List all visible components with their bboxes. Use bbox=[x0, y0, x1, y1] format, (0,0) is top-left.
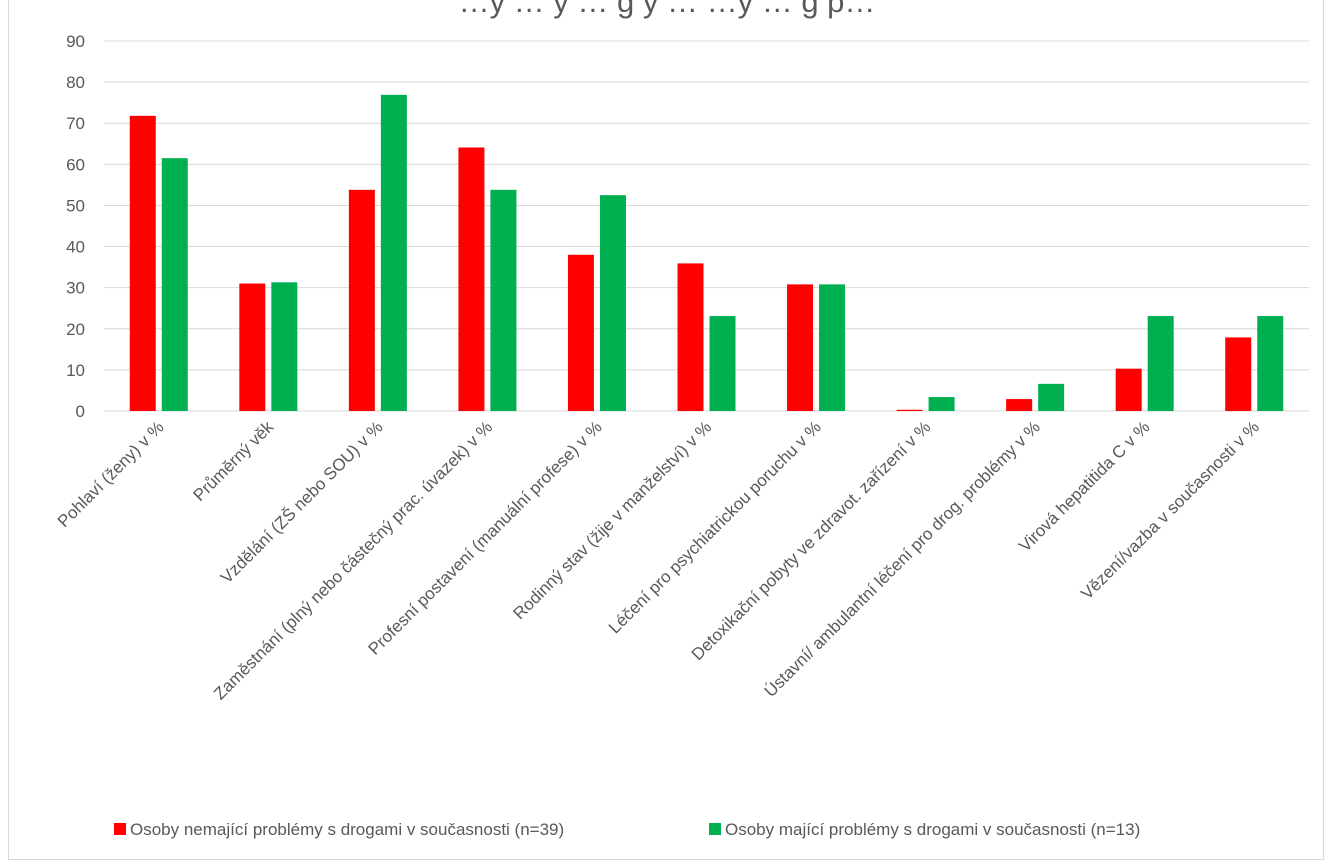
bar bbox=[161, 158, 188, 411]
bar-chart: …y … y … g y … …y … g p… 0 10 20 30 40 50 60 70… bbox=[54, 0, 1309, 839]
y-tick-label: 90 bbox=[66, 32, 85, 51]
x-tick-label: Průměrný věk bbox=[190, 417, 278, 505]
y-tick-label: 30 bbox=[66, 279, 85, 298]
bar bbox=[709, 316, 736, 411]
bar bbox=[239, 283, 266, 411]
x-tick-label: Léčení pro psychiatrickou poruchu v % bbox=[605, 417, 825, 637]
bar bbox=[1257, 316, 1284, 411]
y-tick-label: 10 bbox=[66, 361, 85, 380]
bar bbox=[1147, 316, 1174, 411]
bar bbox=[129, 115, 156, 412]
bar bbox=[677, 263, 704, 411]
y-tick-label: 0 bbox=[76, 402, 85, 421]
legend-swatch bbox=[114, 823, 126, 835]
bar bbox=[1115, 368, 1142, 411]
bar bbox=[896, 409, 923, 411]
y-tick-label: 50 bbox=[66, 196, 85, 215]
chart-frame: …y … y … g y … …y … g p… 0 10 20 30 40 50 60 70… bbox=[8, 0, 1324, 860]
legend-label: Osoby nemající problémy s drogami v souč… bbox=[130, 820, 564, 839]
bar bbox=[599, 195, 626, 411]
x-tick-label: Rodinný stav (žije v manželství) v % bbox=[509, 417, 715, 623]
bar bbox=[458, 147, 485, 411]
bar bbox=[1006, 399, 1033, 411]
gridlines bbox=[104, 40, 1309, 412]
bar bbox=[928, 397, 955, 411]
x-tick-label: Detoxikační pobyty ve zdravot. zařízení … bbox=[688, 417, 935, 664]
y-tick-label: 80 bbox=[66, 73, 85, 92]
x-tick-label: Profesní postavení (manuální profese) v … bbox=[364, 417, 605, 658]
bar bbox=[490, 189, 517, 411]
bar bbox=[819, 284, 846, 411]
bar bbox=[787, 284, 814, 411]
bar bbox=[567, 254, 594, 411]
x-tick-label: Pohlaví (ženy) v % bbox=[54, 417, 168, 531]
legend-label: Osoby mající problémy s drogami v součas… bbox=[725, 820, 1140, 839]
bar bbox=[348, 189, 375, 411]
bar bbox=[380, 94, 407, 411]
bar bbox=[1225, 337, 1252, 411]
chart-title: …y … y … g y … …y … g p… bbox=[459, 0, 876, 19]
x-tick-label: Vězení/vazba v současnosti v % bbox=[1077, 417, 1263, 603]
bars bbox=[129, 94, 1284, 412]
y-tick-label: 20 bbox=[66, 320, 85, 339]
legend-swatch bbox=[709, 823, 721, 835]
legend: Osoby nemající problémy s drogami v souč… bbox=[114, 820, 1140, 839]
bar bbox=[1038, 383, 1065, 411]
y-tick-label: 70 bbox=[66, 114, 85, 133]
bar bbox=[271, 282, 298, 411]
y-tick-label: 40 bbox=[66, 238, 85, 257]
y-tick-label: 60 bbox=[66, 155, 85, 174]
y-axis-ticks: 0 10 20 30 40 50 60 70 80 90 bbox=[66, 32, 85, 421]
